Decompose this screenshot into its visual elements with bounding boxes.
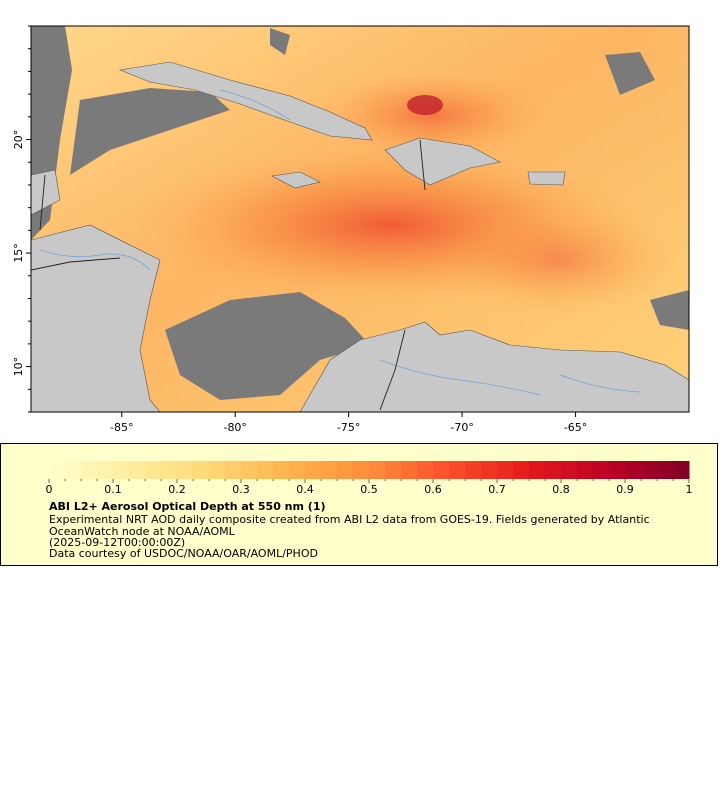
- x-axis-tick-label: -65°: [564, 421, 587, 434]
- colorbar-cell: [177, 461, 194, 479]
- jamaica-land: [271, 171, 321, 189]
- colorbar-tick-label: 0.7: [488, 483, 506, 496]
- colorbar-tick-label: 0.5: [360, 483, 378, 496]
- yucatan-land: [31, 169, 61, 216]
- colorbar-cell: [305, 461, 322, 479]
- colorbar-cell: [97, 461, 114, 479]
- colorbar-tick-label: 1: [686, 483, 693, 496]
- colorbar-cell: [337, 461, 354, 479]
- colorbar-cell: [193, 461, 210, 479]
- x-axis: -85° -80° -75° -70° -65°: [110, 412, 587, 434]
- colorbar-cell: [209, 461, 226, 479]
- colorbar-cell: [433, 461, 450, 479]
- puerto-rico-land: [527, 171, 566, 186]
- south-america-land: [299, 321, 689, 412]
- aod-hotspot: [407, 95, 443, 115]
- colorbar-cell: [529, 461, 546, 479]
- colorbar-cell: [449, 461, 466, 479]
- colorbar-cell: [289, 461, 306, 479]
- colorbar-cell: [353, 461, 370, 479]
- x-axis-tick-label: -85°: [110, 421, 133, 434]
- colorbar-cell: [609, 461, 626, 479]
- y-axis-tick-label: 10°: [12, 357, 25, 377]
- y-axis-tick-label: 15°: [12, 243, 25, 263]
- colorbar-cell: [161, 461, 178, 479]
- colorbar-cell: [657, 461, 674, 479]
- colorbar-cells: [49, 461, 690, 479]
- colorbar-tick-label: 0.1: [104, 483, 122, 496]
- x-axis-tick-label: -75°: [337, 421, 360, 434]
- central-america-land: [31, 224, 161, 412]
- colorbar-cell: [545, 461, 562, 479]
- colorbar-cell: [625, 461, 642, 479]
- colorbar-cell: [561, 461, 578, 479]
- colorbar-cell: [321, 461, 338, 479]
- legend-panel: 0 0.1 0.2 0.3 0.4 0.5 0.6 0.7 0.8 0.9 1 ABI L2+ Ae…: [0, 443, 718, 566]
- colorbar-cell: [49, 461, 66, 479]
- country-borders: [31, 139, 426, 411]
- colorbar-cell: [273, 461, 290, 479]
- rivers: [39, 89, 641, 396]
- colorbar-cell: [497, 461, 514, 479]
- colorbar-cell: [65, 461, 82, 479]
- legend-description: Experimental NRT AOD daily composite cre…: [49, 513, 650, 538]
- colorbar-tick-label: 0.4: [296, 483, 314, 496]
- colorbar-cell: [113, 461, 130, 479]
- aod-map: -85° -80° -75° -70° -65° 20° 15° 10°: [12, 25, 690, 434]
- colorbar-cell: [241, 461, 258, 479]
- colorbar-tick-label: 0: [46, 483, 53, 496]
- colorbar: 0 0.1 0.2 0.3 0.4 0.5 0.6 0.7 0.8 0.9 1: [46, 461, 693, 496]
- colorbar-tick-label: 0.8: [552, 483, 570, 496]
- colorbar-tick-label: 0.9: [616, 483, 634, 496]
- colorbar-cell: [417, 461, 434, 479]
- colorbar-cell: [513, 461, 530, 479]
- colorbar-tick-label: 0.3: [232, 483, 250, 496]
- legend-credit: Data courtesy of USDOC/NOAA/OAR/AOML/PHO…: [49, 547, 318, 560]
- x-axis-tick-label: -70°: [450, 421, 473, 434]
- colorbar-cell: [673, 461, 690, 479]
- colorbar-tick-label: 0.2: [168, 483, 186, 496]
- map-frame: [30, 25, 690, 413]
- legend-title: ABI L2+ Aerosol Optical Depth at 550 nm …: [49, 500, 326, 513]
- colorbar-cell: [465, 461, 482, 479]
- colorbar-cell: [225, 461, 242, 479]
- colorbar-cell: [401, 461, 418, 479]
- cuba-land: [118, 61, 373, 141]
- colorbar-cell: [81, 461, 98, 479]
- colorbar-cell: [593, 461, 610, 479]
- colorbar-cell: [481, 461, 498, 479]
- y-axis-tick-label: 20°: [12, 130, 25, 150]
- colorbar-ticks: 0 0.1 0.2 0.3 0.4 0.5 0.6 0.7 0.8 0.9 1: [46, 479, 693, 496]
- colorbar-cell: [369, 461, 386, 479]
- colorbar-cell: [385, 461, 402, 479]
- colorbar-cell: [257, 461, 274, 479]
- map-plot-area: [31, 26, 689, 412]
- land-masses: [31, 61, 689, 412]
- hispaniola-land: [384, 137, 501, 186]
- y-axis: 20° 15° 10°: [12, 25, 31, 413]
- x-axis-tick-label: -80°: [223, 421, 246, 434]
- colorbar-cell: [145, 461, 162, 479]
- colorbar-tick-label: 0.6: [424, 483, 442, 496]
- aod-plume-east: [440, 205, 680, 315]
- colorbar-cell: [577, 461, 594, 479]
- colorbar-cell: [129, 461, 146, 479]
- colorbar-cell: [641, 461, 658, 479]
- legend-date: (2025-09-12T00:00:00Z): [49, 536, 186, 549]
